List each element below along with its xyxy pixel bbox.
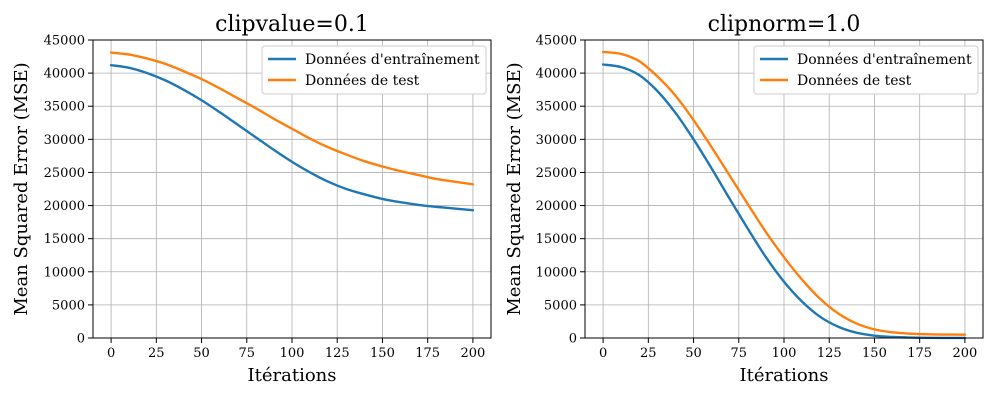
x-tick-label: 75	[238, 346, 255, 361]
y-tick-label: 35000	[44, 100, 85, 115]
x-tick-label: 175	[907, 346, 932, 361]
test-series-line	[601, 50, 967, 336]
legend-label: Données d'entraînement	[305, 52, 480, 68]
plot-series	[601, 50, 967, 340]
y-tick-label: 40000	[536, 67, 577, 82]
x-tick-label: 200	[460, 346, 485, 361]
legend: Données d'entraînement Données de test	[753, 45, 979, 95]
plot-series	[109, 51, 475, 212]
chart-panel-clipnorm: clipnorm=1.0 Itérations Mean Squared Err…	[504, 12, 984, 386]
train-series-line	[601, 63, 967, 340]
y-axis-label: Mean Squared Error (MSE)	[504, 62, 525, 315]
y-tick-label: 30000	[536, 133, 577, 148]
legend-label: Données de test	[797, 73, 912, 89]
y-tick-label: 45000	[44, 34, 85, 49]
y-tick-label: 0	[77, 332, 85, 347]
x-tick-label: 150	[370, 346, 395, 361]
x-tick-label: 50	[193, 346, 210, 361]
chart-title: clipvalue=0.1	[215, 12, 369, 37]
axis-ticks: 0 25 50 75 100 125 150 175 200 0 5000 10000 15000 200…	[536, 34, 978, 362]
x-axis-label: Itérations	[248, 365, 337, 386]
y-tick-label: 5000	[52, 298, 85, 313]
x-tick-label: 125	[817, 346, 842, 361]
chart-panel-clipvalue: clipvalue=0.1 Itérations Mean Squared Er…	[11, 12, 492, 386]
y-tick-label: 45000	[536, 34, 577, 49]
x-tick-label: 50	[685, 346, 702, 361]
y-tick-label: 5000	[544, 298, 577, 313]
y-tick-label: 35000	[536, 100, 577, 115]
legend: Données d'entraînement Données de test	[261, 45, 487, 95]
y-tick-label: 30000	[44, 133, 85, 148]
x-tick-label: 25	[640, 346, 657, 361]
x-tick-label: 0	[599, 346, 607, 361]
legend-label: Données de test	[305, 73, 420, 89]
x-tick-label: 150	[862, 346, 887, 361]
legend-box	[753, 45, 979, 95]
y-tick-label: 40000	[44, 67, 85, 82]
y-tick-label: 15000	[536, 232, 577, 247]
y-tick-label: 25000	[536, 166, 577, 181]
y-tick-label: 15000	[44, 232, 85, 247]
x-tick-label: 75	[730, 346, 747, 361]
y-tick-label: 10000	[44, 265, 85, 280]
legend-box	[261, 45, 487, 95]
x-tick-label: 100	[280, 346, 305, 361]
x-tick-label: 200	[952, 346, 977, 361]
y-tick-label: 0	[569, 332, 577, 347]
x-tick-label: 25	[148, 346, 165, 361]
x-tick-label: 0	[107, 346, 115, 361]
y-tick-label: 20000	[536, 199, 577, 214]
x-axis-label: Itérations	[740, 365, 829, 386]
train-series-line	[109, 63, 475, 212]
y-axis-label: Mean Squared Error (MSE)	[11, 62, 32, 315]
test-series-line	[109, 51, 475, 186]
x-tick-label: 125	[325, 346, 350, 361]
x-tick-label: 175	[415, 346, 440, 361]
chart-title: clipnorm=1.0	[708, 12, 861, 37]
legend-label: Données d'entraînement	[797, 52, 972, 68]
x-tick-label: 100	[772, 346, 797, 361]
y-tick-label: 20000	[44, 199, 85, 214]
axis-ticks: 0 25 50 75 100 125 150 175 200 0 5000 10000 15000 200…	[44, 34, 486, 362]
y-tick-label: 25000	[44, 166, 85, 181]
y-tick-label: 10000	[536, 265, 577, 280]
